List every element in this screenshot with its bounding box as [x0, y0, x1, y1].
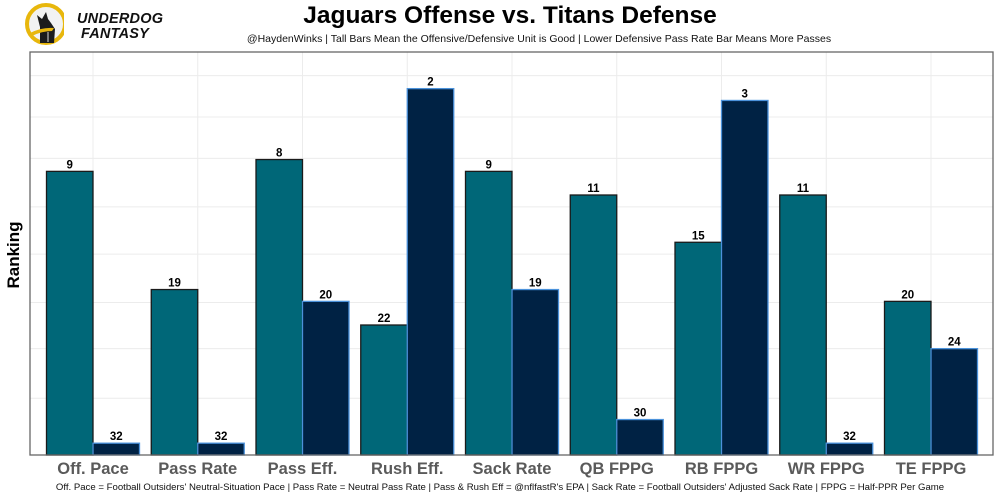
x-tick-label: Sack Rate [473, 460, 552, 478]
offense-rank-label: 9 [486, 159, 492, 171]
chart-subtitle: @HaydenWinks | Tall Bars Mean the Offens… [246, 33, 832, 45]
defense-bar [406, 87, 455, 456]
offense-bar [779, 194, 827, 456]
defense-rank-label: 32 [110, 431, 123, 443]
defense-bar [197, 442, 245, 456]
x-tick-label: Pass Rate [158, 460, 237, 478]
defense-bar [616, 418, 664, 456]
x-tick-label: TE FPPG [896, 460, 967, 478]
defense-rank-label: 19 [529, 278, 542, 290]
defense-bar [92, 442, 141, 456]
x-tick-label: Pass Eff. [268, 460, 338, 478]
chart-title: Jaguars Offense vs. Titans Defense [303, 2, 717, 29]
offense-rank-label: 11 [587, 183, 600, 195]
offense-bar [464, 170, 513, 456]
defense-rank-label: 32 [843, 431, 856, 443]
offense-rank-label: 22 [378, 313, 391, 325]
offense-rank-label: 20 [901, 289, 914, 301]
x-tick-label: Rush Eff. [371, 460, 443, 478]
chart-caption: Off. Pace = Football Outsiders' Neutral-… [55, 482, 945, 493]
plot-border [29, 51, 994, 456]
defense-rank-label: 32 [215, 431, 228, 443]
bars [45, 87, 979, 456]
x-tick-label: RB FPPG [685, 460, 758, 478]
offense-rank-label: 11 [797, 183, 810, 195]
defense-rank-label: 30 [634, 408, 647, 420]
x-tick-label: QB FPPG [580, 460, 654, 478]
offense-bar [255, 158, 304, 456]
logo-wordmark: UNDERDOG FANTASY [77, 12, 163, 42]
logo-line-2: FANTASY [81, 26, 149, 42]
offense-bar [569, 194, 618, 456]
offense-bar [45, 170, 94, 456]
offense-bar [150, 288, 199, 456]
offense-bar [674, 241, 723, 456]
x-tick-labels: Off. Pace Pass Rate Pass Eff. Rush Eff. Sack… [57, 460, 966, 478]
offense-rank-label: 9 [67, 159, 73, 171]
defense-rank-label: 24 [948, 337, 961, 349]
defense-rank-label: 2 [427, 77, 433, 89]
defense-bar [825, 442, 874, 456]
defense-bar [930, 347, 979, 456]
logo-line-1: UNDERDOG [77, 11, 164, 27]
underdog-fantasy-logo: UNDERDOG FANTASY [4, 3, 174, 47]
offense-bar [883, 300, 932, 456]
defense-rank-label: 3 [742, 88, 748, 100]
offense-rank-label: 19 [168, 278, 181, 290]
defense-bar [301, 300, 350, 456]
x-tick-label: Off. Pace [57, 460, 129, 478]
underdog-dog-icon [25, 3, 64, 45]
defense-rank-label: 20 [319, 289, 332, 301]
offense-rank-label: 15 [692, 230, 705, 242]
x-tick-label: WR FPPG [788, 460, 865, 478]
offense-bar [360, 324, 408, 456]
offense-rank-label: 8 [276, 148, 283, 160]
defense-bar [720, 99, 769, 456]
defense-bar [511, 288, 560, 456]
